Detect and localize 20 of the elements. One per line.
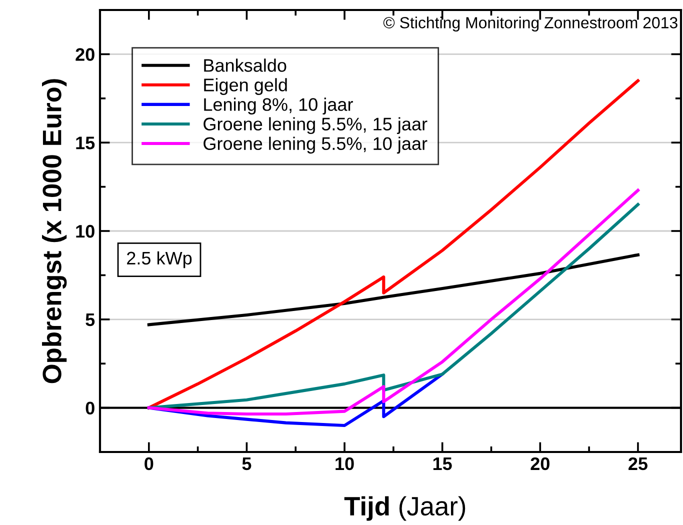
x-tick-label: 15 [433, 458, 452, 470]
x-tick-label: 25 [628, 457, 648, 470]
x-tick-label: 20 [530, 457, 550, 470]
legend-label: Banksaldo [204, 58, 286, 72]
x-tick-label: 5 [242, 458, 252, 470]
y-tick-label: 5 [86, 314, 95, 326]
legend-label: Lening 8%, 10 jaar [204, 98, 353, 114]
legend-label: Eigen geld [204, 78, 287, 95]
annotation: 2.5 kWp [127, 251, 192, 268]
y-tick-label: 10 [76, 224, 94, 238]
legend-label: Groene lening 5.5%, 15 jaar [204, 117, 428, 134]
y-tick-label: 20 [76, 48, 94, 61]
y-axis-title: Opbrengst (x 1000 Euro) [42, 79, 67, 384]
annotation: © Stichting Monitoring Zonnestroom 2013 [383, 16, 678, 32]
x-tick-label: 10 [336, 457, 354, 470]
y-tick-label: 0 [86, 402, 94, 415]
y-tick-label: 15 [76, 136, 95, 150]
legend-label: Groene lening 5.5%, 10 jaar [204, 136, 428, 154]
x-tick-label: 0 [144, 457, 154, 470]
x-axis-title: Tijd (Jaar) [344, 496, 466, 521]
